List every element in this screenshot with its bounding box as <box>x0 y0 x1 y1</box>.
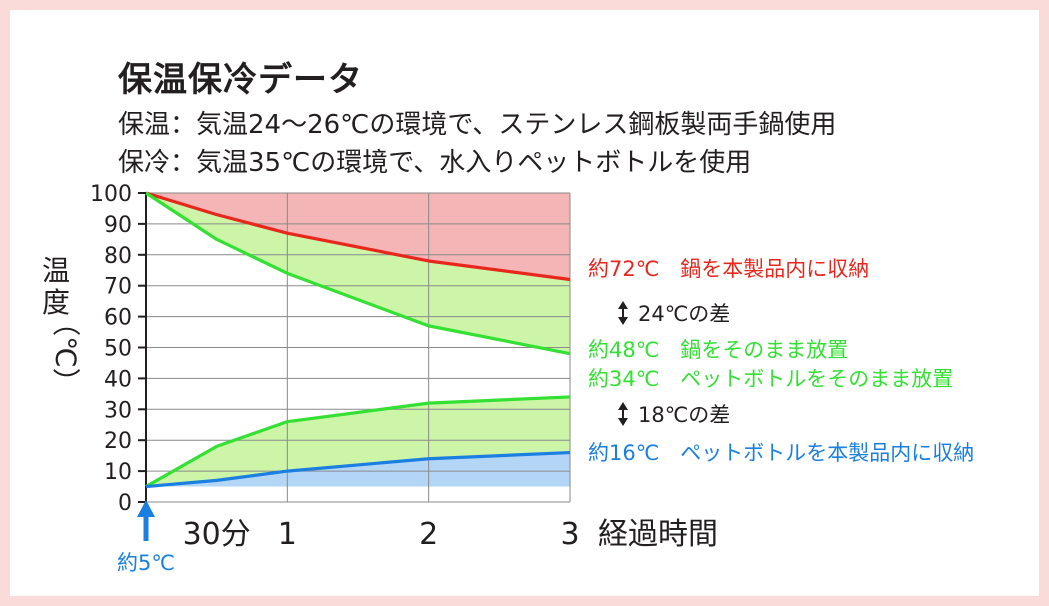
y-axis-label-char: 温 <box>42 254 70 287</box>
y-tick-label: 10 <box>104 460 132 485</box>
series-end-label-3: 約34℃ ペットボトルをそのまま放置 <box>588 367 953 391</box>
fill-warm-difference <box>146 193 570 354</box>
x-axis-label: 経過時間 <box>598 517 718 552</box>
x-tick-label: 30分 <box>183 517 251 552</box>
y-axis-label-unit: （℃） <box>49 308 82 395</box>
diff-cold-label: 18℃の差 <box>638 403 730 427</box>
y-tick-label: 70 <box>104 275 132 300</box>
y-tick-label: 50 <box>104 337 132 362</box>
y-tick-label: 0 <box>118 491 132 516</box>
page-title: 保温保冷データ <box>118 60 363 100</box>
series-line-3 <box>145 395 571 488</box>
start-label: 約5℃ <box>117 551 175 575</box>
subtitle-warm: 保温：気温24〜26℃の環境で、ステンレス鋼板製両手鍋使用 <box>118 110 837 140</box>
series-line-4 <box>145 450 571 489</box>
y-tick-label: 20 <box>104 429 132 454</box>
x-tick-label: 3 <box>560 517 579 552</box>
fill-cold-difference <box>146 396 570 487</box>
x-tick-label: 2 <box>419 517 438 552</box>
series-end-label-1: 約72℃ 鍋を本製品内に収納 <box>588 257 869 281</box>
diff-warm-label: 24℃の差 <box>638 302 730 326</box>
y-tick-label: 60 <box>104 306 132 331</box>
series-end-label-2: 約48℃ 鍋をそのまま放置 <box>588 338 848 362</box>
y-tick-label: 80 <box>104 244 132 269</box>
diff-cold-arrow <box>618 402 628 426</box>
series-line-1 <box>145 191 571 282</box>
y-tick-label: 90 <box>104 213 132 238</box>
diff-warm-arrow <box>618 301 628 325</box>
subtitle-cold: 保冷：気温35℃の環境で、水入りペットボトルを使用 <box>118 148 752 178</box>
x-tick-label: 1 <box>278 517 297 552</box>
fill-below-insulated-bottle <box>146 452 570 487</box>
y-axis-label-char: 度 <box>42 286 70 319</box>
y-tick-label: 30 <box>104 398 132 423</box>
series-line-2 <box>145 191 571 356</box>
y-tick-label: 100 <box>90 182 132 207</box>
y-tick-label: 40 <box>104 367 132 392</box>
series-end-label-4: 約16℃ ペットボトルを本製品内に収納 <box>588 441 974 465</box>
fill-above-insulated-pot <box>146 193 570 280</box>
start-arrow-head <box>137 500 155 517</box>
